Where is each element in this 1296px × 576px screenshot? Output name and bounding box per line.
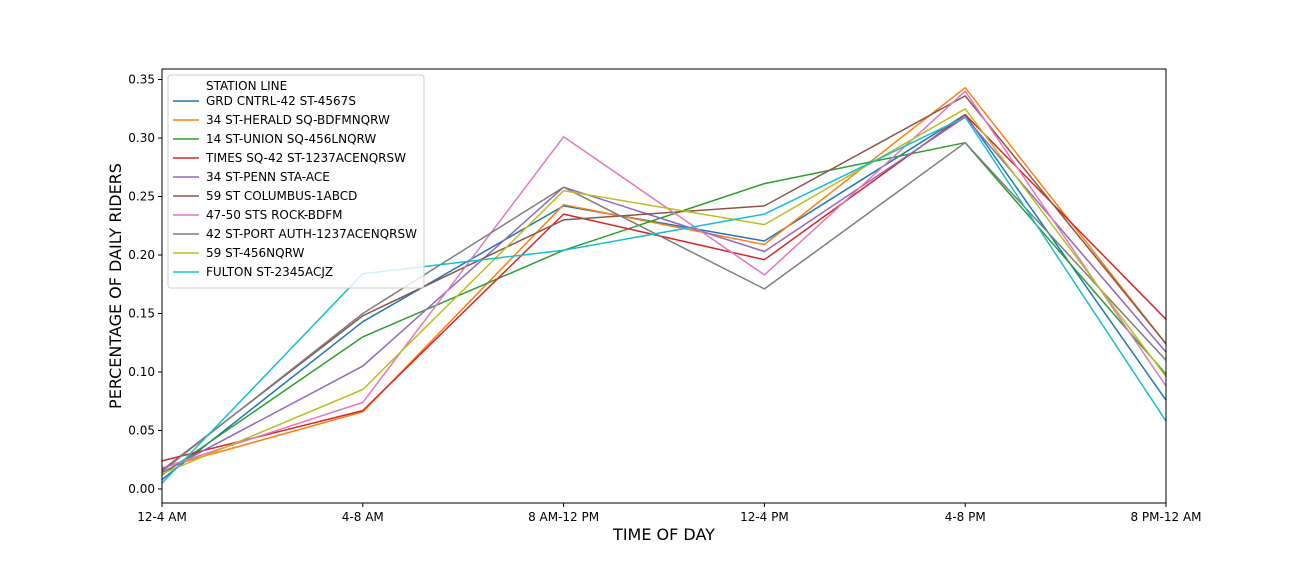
legend-box — [167, 74, 425, 289]
y-tick-label: 0.15 — [128, 306, 155, 320]
legend-label: 34 ST-PENN STA-ACE — [206, 170, 330, 184]
y-tick-label: 0.05 — [128, 423, 155, 437]
series-line-9 — [161, 108, 1167, 475]
x-axis-title: TIME OF DAY — [612, 525, 715, 544]
y-tick-label: 0.30 — [128, 131, 155, 145]
series-line-4 — [161, 113, 1167, 462]
series-line-2 — [161, 86, 1167, 469]
x-tick-label: 4-8 AM — [342, 510, 384, 524]
y-axis: 0.00 0.05 0.10 0.15 0.20 0.25 0.30 0.35 — [128, 73, 162, 496]
x-axis: 12-4 AM 4-8 AM 8 AM-12 PM 12-4 PM 4-8 PM 8 PM… — [137, 503, 1202, 524]
legend-label: 42 ST-PORT AUTH-1237ACENQRSW — [206, 227, 417, 241]
x-tick-label: 12-4 AM — [137, 510, 187, 524]
x-tick-label: 4-8 PM — [945, 510, 986, 524]
legend-label: TIMES SQ-42 ST-1237ACENQRSW — [205, 151, 406, 165]
y-tick-label: 0.25 — [128, 190, 155, 204]
series-line-6 — [161, 95, 1167, 471]
series-line-3 — [161, 141, 1167, 476]
legend-label: FULTON ST-2345ACJZ — [206, 265, 333, 279]
series-line-7 — [161, 90, 1167, 469]
legend-label: 47-50 STS ROCK-BDFM — [206, 208, 342, 222]
series-layer — [161, 86, 1167, 484]
legend-label: 59 ST-456NQRW — [206, 246, 304, 260]
plot-frame — [161, 68, 1167, 504]
x-tick-label: 12-4 PM — [740, 510, 789, 524]
series-line-8 — [161, 141, 1167, 472]
y-tick-label: 0.00 — [128, 482, 155, 496]
series-line-10 — [161, 116, 1167, 484]
x-tick-label: 8 PM-12 AM — [1130, 510, 1201, 524]
legend: STATION LINE GRD CNTRL-42 ST-4567S 34 ST-… — [167, 74, 425, 289]
y-tick-label: 0.10 — [128, 365, 155, 379]
series-line-5 — [161, 116, 1167, 474]
legend-label: 34 ST-HERALD SQ-BDFMNQRW — [206, 113, 390, 127]
legend-title: STATION LINE — [206, 79, 287, 93]
x-tick-label: 8 AM-12 PM — [528, 510, 599, 524]
legend-label: 59 ST COLUMBUS-1ABCD — [206, 189, 357, 203]
y-axis-title: PERCENTAGE OF DAILY RIDERS — [106, 163, 125, 409]
legend-label: GRD CNTRL-42 ST-4567S — [206, 94, 356, 108]
y-tick-label: 0.20 — [128, 248, 155, 262]
series-line-1 — [161, 113, 1167, 481]
y-tick-label: 0.35 — [128, 73, 155, 87]
legend-label: 14 ST-UNION SQ-456LNQRW — [206, 132, 376, 146]
